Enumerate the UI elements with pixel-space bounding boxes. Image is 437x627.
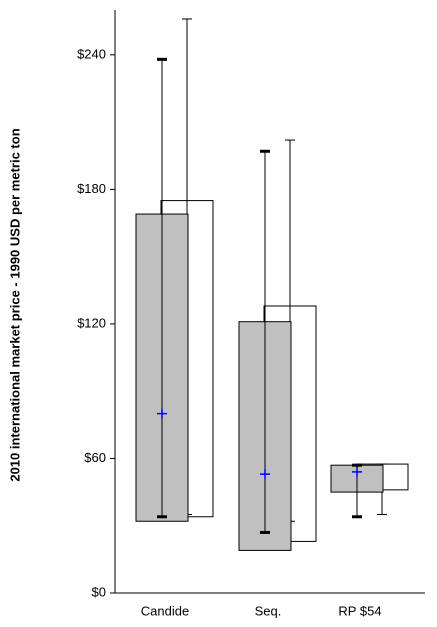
- y-tick-label: $0: [92, 584, 106, 599]
- y-axis-label: 2010 international market price - 1990 U…: [7, 128, 22, 481]
- x-tick-label: Seq.: [255, 603, 282, 618]
- mean-marker: [157, 408, 167, 419]
- mean-marker: [352, 466, 362, 477]
- y-tick-label: $240: [77, 46, 106, 61]
- y-tick-label: $180: [77, 181, 106, 196]
- x-tick-label: Candide: [141, 603, 189, 618]
- mean-marker: [260, 469, 270, 480]
- x-tick-label: RP $54: [338, 603, 381, 618]
- y-tick-label: $120: [77, 315, 106, 330]
- y-tick-label: $60: [84, 450, 106, 465]
